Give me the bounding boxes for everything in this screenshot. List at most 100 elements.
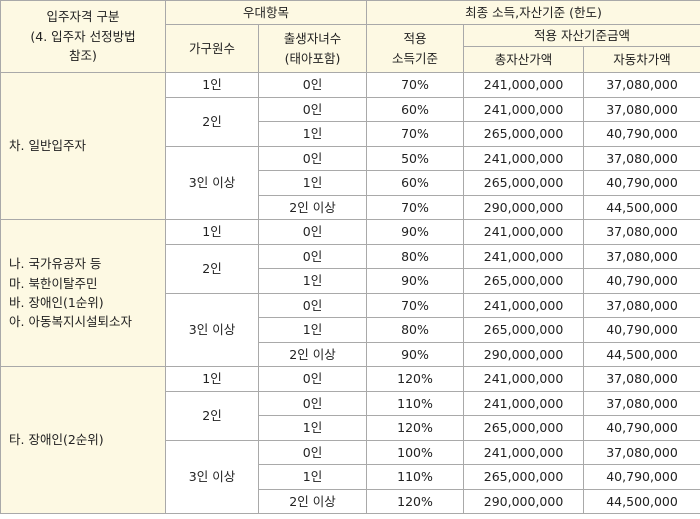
group-cell: 차. 일반입주자 [0,72,166,220]
total-asset-cell: 290,000,000 [463,341,585,367]
header-text: 참조) [69,48,97,64]
total-asset-cell: 241,000,000 [463,72,585,98]
children-cell: 0인 [257,292,368,318]
household-header: 가구원수 [165,24,259,73]
children-cell: 2인 이상 [257,194,368,220]
income-cell: 70% [366,292,465,318]
children-cell: 1인 [257,415,368,441]
total-asset-cell: 241,000,000 [463,390,585,416]
income-cell: 120% [366,366,465,392]
total-asset-cell: 265,000,000 [463,268,585,294]
asset-header: 적용 자산기준금액 [463,24,700,47]
total-asset-cell: 265,000,000 [463,121,585,147]
car-cell: 40,790,000 [583,170,700,196]
group-label: 나. 국가유공자 등 [9,256,102,272]
header-text: (4. 입주자 선정방법 [30,28,136,44]
household-cell: 1인 [165,366,259,392]
car-cell: 37,080,000 [583,390,700,416]
income-cell: 70% [366,194,465,220]
table-row: 1인 70% 265,000,000 40,790,000 [1,121,700,147]
table-row: 타. 장애인(2순위) 1인 0인 120% 241,000,000 37,080,000 [0,366,700,514]
car-cell: 44,500,000 [583,341,700,367]
table-body: 차. 일반입주자 1인 0인 70% 241,000,000 37,080,000 2인 0인… [0,72,700,514]
household-cell: 2인 [165,96,259,147]
total-asset-cell: 241,000,000 [463,96,585,122]
header-text: 소득기준 [392,50,439,66]
car-cell: 40,790,000 [583,464,700,490]
car-cell: 37,080,000 [583,292,700,318]
header-text: 출생자녀수 [283,31,342,47]
car-cell: 37,080,000 [583,219,700,245]
children-cell: 0인 [257,219,368,245]
income-cell: 120% [366,488,465,514]
car-cell: 37,080,000 [583,366,700,392]
table-row: 2인 이상 120% 290,000,000 44,500,000 [1,488,700,514]
income-cell: 120% [366,415,465,441]
table-row: 1인 90% 265,000,000 40,790,000 [1,268,700,294]
table-row: 1인 60% 265,000,000 40,790,000 [1,170,700,196]
car-cell: 40,790,000 [583,415,700,441]
car-cell: 44,500,000 [583,488,700,514]
total-asset-cell: 265,000,000 [463,317,585,343]
income-cell: 60% [366,170,465,196]
group-label: 마. 북한이탈주민 [9,275,98,291]
final-header: 최종 소득,자산기준 (한도) [366,0,700,25]
total-asset-cell: 265,000,000 [463,464,585,490]
preference-header: 우대항목 [164,0,368,25]
total-asset-cell: 241,000,000 [463,439,585,465]
group-label: 바. 장애인(1순위) [9,295,104,310]
table-row: 2인 0인 80% 241,000,000 37,080,000 [1,243,700,294]
car-cell: 37,080,000 [583,145,700,171]
household-cell: 2인 [165,390,259,441]
income-cell: 100% [366,439,465,465]
household-cell: 1인 [165,219,259,245]
household-cell: 3인 이상 [165,439,259,514]
income-cell: 90% [366,268,465,294]
children-cell: 0인 [257,96,368,122]
income-cell: 80% [366,243,465,269]
total-asset-cell: 265,000,000 [463,415,585,441]
car-cell: 40,790,000 [583,121,700,147]
group-label: 차. 일반입주자 [9,138,86,154]
car-header: 자동차가액 [583,46,700,73]
children-cell: 0인 [257,390,368,416]
car-cell: 37,080,000 [583,96,700,122]
table-row: 2인 이상 70% 290,000,000 44,500,000 [1,194,700,220]
total-asset-cell: 265,000,000 [463,170,585,196]
table-row: 차. 일반입주자 1인 0인 70% 241,000,000 37,080,000 [0,72,700,220]
children-cell: 1인 [257,121,368,147]
household-cell: 3인 이상 [165,145,259,220]
children-cell: 0인 [257,72,368,98]
car-cell: 40,790,000 [583,317,700,343]
income-cell: 70% [366,121,465,147]
table-row: 1인 120% 265,000,000 40,790,000 [1,415,700,441]
children-cell: 1인 [257,268,368,294]
children-cell: 1인 [257,317,368,343]
household-cell: 3인 이상 [165,292,259,367]
group-label: 아. 아동복지시설퇴소자 [9,314,132,330]
household-cell: 1인 [165,72,259,98]
table-row: 2인 0인 110% 241,000,000 37,080,000 [1,390,700,441]
total-asset-cell: 241,000,000 [463,292,585,318]
income-cell: 110% [366,464,465,490]
children-cell: 2인 이상 [257,488,368,514]
total-asset-cell: 241,000,000 [463,145,585,171]
children-cell: 0인 [257,145,368,171]
children-cell: 1인 [257,170,368,196]
group-label: 타. 장애인(2순위) [9,432,104,448]
income-cell: 110% [366,390,465,416]
total-asset-cell: 241,000,000 [463,219,585,245]
total-asset-cell: 290,000,000 [463,194,585,220]
car-cell: 44,500,000 [583,194,700,220]
table-row: 2인 0인 60% 241,000,000 37,080,000 [1,96,700,147]
total-asset-cell: 241,000,000 [463,366,585,392]
children-cell: 0인 [257,366,368,392]
car-cell: 37,080,000 [583,72,700,98]
children-cell: 2인 이상 [257,341,368,367]
header-text: 입주자격 구분 [46,9,120,25]
income-cell: 70% [366,72,465,98]
